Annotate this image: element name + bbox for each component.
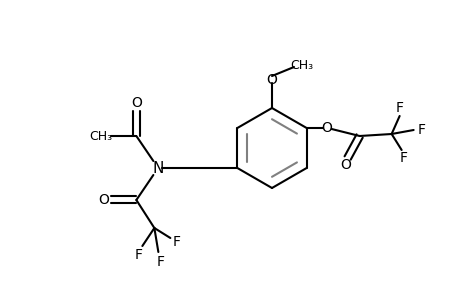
Text: CH₃: CH₃ bbox=[89, 130, 112, 142]
Text: F: F bbox=[395, 101, 403, 115]
Text: O: O bbox=[320, 121, 331, 135]
Text: F: F bbox=[172, 235, 180, 249]
Text: F: F bbox=[156, 255, 164, 269]
Text: F: F bbox=[134, 248, 142, 262]
Text: O: O bbox=[131, 96, 141, 110]
Text: O: O bbox=[98, 193, 109, 207]
Text: F: F bbox=[417, 123, 425, 137]
Text: F: F bbox=[399, 151, 407, 165]
Text: O: O bbox=[266, 73, 277, 87]
Text: O: O bbox=[340, 158, 350, 172]
Text: N: N bbox=[152, 160, 164, 175]
Text: CH₃: CH₃ bbox=[290, 58, 313, 71]
